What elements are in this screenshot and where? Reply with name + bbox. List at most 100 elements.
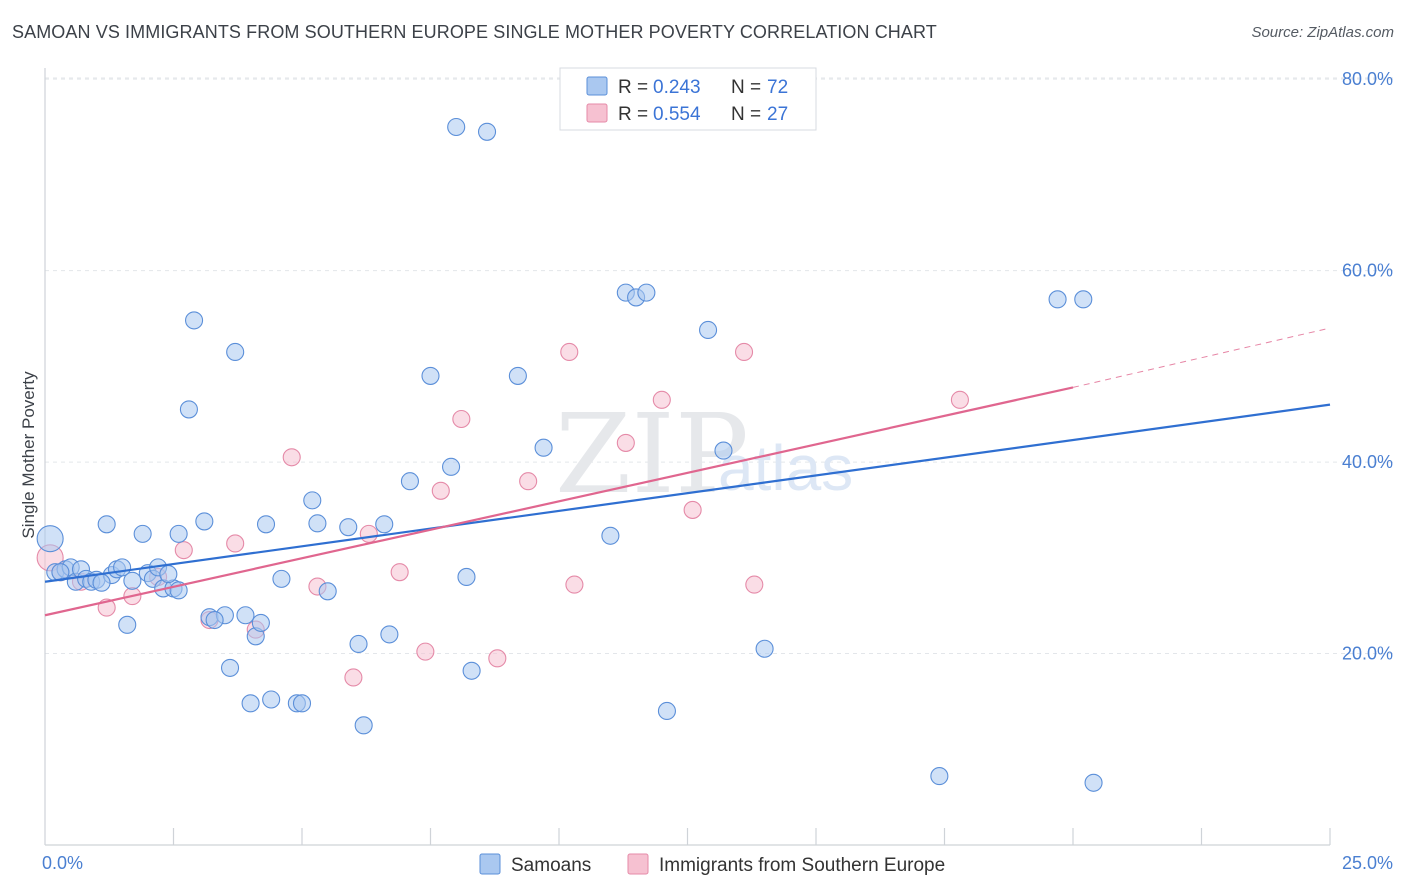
blue-point-29 bbox=[226, 342, 245, 362]
watermark-atlas: atlas bbox=[718, 432, 853, 504]
pink-point-19 bbox=[519, 472, 538, 491]
blue-point-52 bbox=[462, 661, 481, 680]
blue-point-31 bbox=[241, 694, 260, 713]
legend-pink-r-label: R = bbox=[618, 104, 648, 125]
blue-point-34 bbox=[256, 515, 276, 534]
blue-point-59 bbox=[637, 283, 656, 302]
blue-point-66 bbox=[1074, 290, 1093, 309]
pink-point-16 bbox=[431, 481, 450, 500]
blue-point-64 bbox=[930, 767, 949, 786]
bottom-legend-pink-label: Immigrants from Southern Europe bbox=[659, 855, 945, 876]
trendlines bbox=[44, 327, 1331, 617]
blue-point-35 bbox=[262, 690, 281, 709]
pink-point-25 bbox=[734, 342, 754, 362]
blue-point-62 bbox=[714, 441, 733, 460]
pink-point-6 bbox=[174, 541, 193, 560]
blue-point-36 bbox=[272, 569, 291, 588]
blue-point-14 bbox=[123, 571, 142, 590]
pink-point-10 bbox=[282, 448, 301, 467]
blue-point-65 bbox=[1048, 290, 1067, 309]
source-label: Source: ZipAtlas.com bbox=[1251, 24, 1394, 41]
pink-point-21 bbox=[565, 575, 584, 594]
blue-point-53 bbox=[477, 122, 497, 141]
blue-point-47 bbox=[400, 472, 419, 491]
pink-point-22 bbox=[616, 433, 635, 452]
bottom-legend: Samoans Immigrants from Southern Europe bbox=[479, 853, 945, 876]
y-tick-label-0: 20.0% bbox=[1342, 644, 1393, 664]
pink-point-26 bbox=[745, 575, 764, 594]
blue-point-28 bbox=[220, 658, 240, 677]
blue-point-54 bbox=[508, 366, 527, 385]
chart-title: SAMOAN VS IMMIGRANTS FROM SOUTHERN EUROP… bbox=[12, 22, 937, 42]
legend: R = 0.243 N = 72 R = 0.554 N = 27 bbox=[559, 67, 817, 131]
blue-point-51 bbox=[457, 567, 476, 587]
legend-blue-n-value: 72 bbox=[767, 77, 788, 98]
blue-point-60 bbox=[657, 701, 676, 721]
blue-point-48 bbox=[421, 366, 440, 385]
blue-point-22 bbox=[169, 524, 188, 543]
x-tick-label-0: 0.0% bbox=[42, 853, 83, 873]
blue-series-points bbox=[36, 117, 1103, 792]
blue-point-63 bbox=[755, 639, 774, 658]
blue-point-40 bbox=[308, 514, 327, 533]
legend-pink-n-label: N = bbox=[731, 104, 761, 125]
blue-point-0 bbox=[36, 525, 64, 553]
bottom-legend-pink-swatch bbox=[627, 853, 649, 875]
blue-point-49 bbox=[442, 457, 461, 476]
legend-blue-n-label: N = bbox=[731, 77, 761, 98]
blue-point-25 bbox=[195, 512, 214, 531]
bottom-legend-blue-label: Samoans bbox=[511, 855, 591, 876]
pink-point-8 bbox=[226, 534, 245, 553]
gridlines bbox=[45, 77, 1395, 655]
pink-point-18 bbox=[488, 649, 507, 668]
pink-point-23 bbox=[652, 390, 671, 409]
pink-point-13 bbox=[359, 524, 378, 543]
blue-point-69 bbox=[92, 573, 111, 592]
blue-point-50 bbox=[447, 117, 466, 137]
blue-point-38 bbox=[292, 694, 312, 713]
y-tick-label-1: 40.0% bbox=[1342, 452, 1393, 472]
blue-point-71 bbox=[159, 565, 178, 584]
legend-pink-r-value: 0.554 bbox=[653, 104, 701, 125]
blue-point-61 bbox=[699, 320, 718, 340]
blue-point-55 bbox=[534, 438, 553, 457]
blue-point-45 bbox=[375, 515, 394, 534]
blue-point-23 bbox=[179, 400, 198, 419]
blue-trendline bbox=[44, 403, 1331, 583]
pink-point-20 bbox=[560, 342, 579, 362]
blue-point-41 bbox=[318, 582, 337, 601]
bottom-legend-blue-swatch bbox=[479, 853, 501, 875]
pink-point-14 bbox=[390, 563, 409, 582]
y-axis-label: Single Mother Poverty bbox=[19, 371, 38, 539]
y-tick-label-3: 80.0% bbox=[1342, 69, 1393, 89]
axes bbox=[44, 68, 1331, 846]
pink-trendline bbox=[44, 386, 1074, 617]
pink-point-15 bbox=[416, 642, 435, 661]
blue-point-46 bbox=[380, 625, 399, 644]
y-tick-label-2: 60.0% bbox=[1342, 261, 1393, 281]
blue-point-70 bbox=[205, 610, 224, 630]
watermark: ZIP atlas bbox=[555, 390, 853, 518]
pink-point-12 bbox=[344, 668, 363, 687]
pink-point-17 bbox=[452, 409, 471, 429]
blue-point-13 bbox=[118, 615, 137, 634]
pink-trendline-extension bbox=[1072, 327, 1331, 388]
pink-point-27 bbox=[950, 390, 969, 409]
blue-point-39 bbox=[303, 491, 322, 510]
blue-point-24 bbox=[185, 311, 204, 330]
tick-labels: 20.0% 40.0% 60.0% 80.0% 0.0% 25.0% bbox=[42, 69, 1393, 873]
blue-point-30 bbox=[236, 606, 255, 625]
blue-point-33 bbox=[251, 613, 270, 632]
blue-point-42 bbox=[339, 518, 358, 537]
pink-point-24 bbox=[683, 500, 702, 519]
legend-blue-r-value: 0.243 bbox=[653, 77, 701, 98]
blue-point-56 bbox=[601, 526, 620, 545]
blue-point-67 bbox=[1084, 773, 1103, 792]
x-tick-label-1: 25.0% bbox=[1342, 853, 1393, 873]
legend-blue-swatch bbox=[586, 76, 608, 96]
legend-blue-r-label: R = bbox=[618, 77, 648, 98]
legend-pink-swatch bbox=[586, 103, 608, 123]
blue-point-44 bbox=[354, 716, 373, 735]
blue-point-9 bbox=[97, 515, 116, 534]
